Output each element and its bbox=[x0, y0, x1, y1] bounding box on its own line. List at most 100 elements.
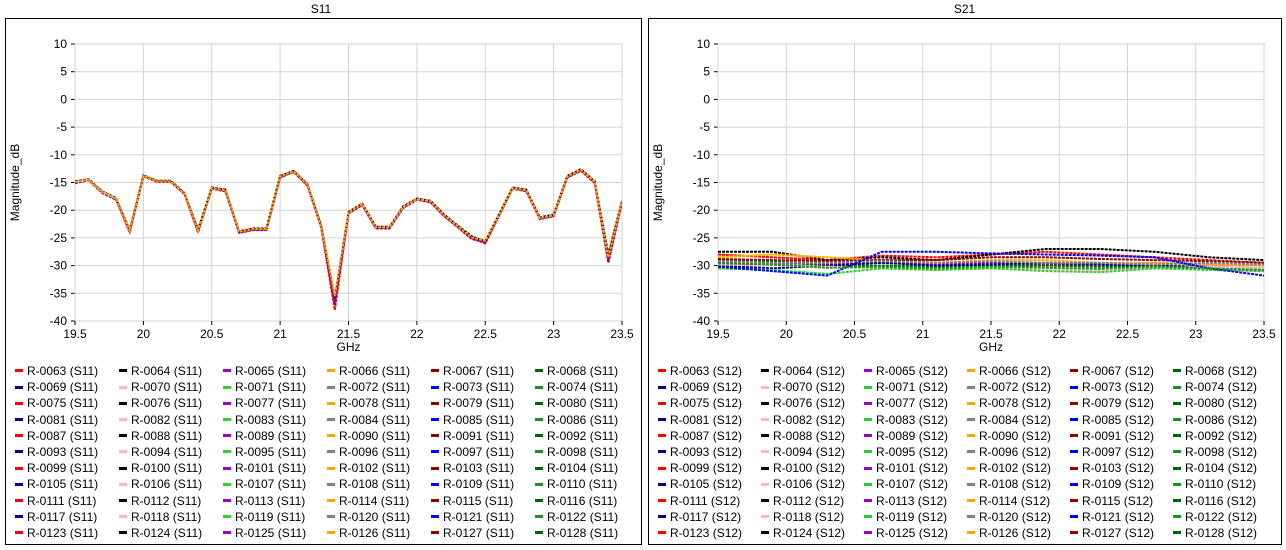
legend-item: R-0085 (S11) bbox=[431, 413, 514, 427]
legend-item: R-0086 (S11) bbox=[535, 413, 618, 427]
legend-label: R-0076 (S11) bbox=[131, 396, 203, 411]
legend-item: R-0119 (S11) bbox=[223, 510, 305, 524]
legend-swatch bbox=[431, 450, 439, 454]
legend-swatch bbox=[1173, 515, 1181, 519]
x-tick-label: 23.5 bbox=[1252, 327, 1276, 341]
y-tick-label: -35 bbox=[693, 286, 711, 300]
legend-swatch bbox=[327, 385, 335, 389]
legend-item: R-0110 (S12) bbox=[1173, 477, 1256, 491]
x-tick-label: 21.5 bbox=[979, 327, 1003, 341]
legend-item: R-0092 (S12) bbox=[1173, 429, 1257, 443]
x-tick-label: 22 bbox=[1053, 327, 1067, 341]
legend-item: R-0074 (S11) bbox=[535, 380, 618, 394]
legend-swatch bbox=[1070, 531, 1078, 535]
series-line bbox=[718, 262, 1264, 271]
legend-item: R-0072 (S12) bbox=[967, 380, 1051, 394]
chart-title-s11: S11 bbox=[310, 2, 332, 16]
legend-item: R-0080 (S11) bbox=[535, 396, 618, 410]
legend-swatch bbox=[15, 498, 23, 502]
legend-item: R-0070 (S11) bbox=[119, 380, 202, 394]
legend-swatch bbox=[223, 385, 231, 389]
legend-swatch bbox=[327, 417, 335, 421]
legend-item: R-0071 (S12) bbox=[864, 380, 948, 394]
legend-label: R-0119 (S12) bbox=[876, 509, 948, 524]
legend-swatch bbox=[223, 450, 231, 454]
legend-item: R-0122 (S11) bbox=[535, 510, 618, 524]
legend-swatch bbox=[535, 434, 543, 438]
legend-swatch bbox=[535, 385, 543, 389]
legend-item: R-0087 (S11) bbox=[15, 429, 98, 443]
y-tick-label: -40 bbox=[693, 314, 711, 328]
legend-label: R-0103 (S12) bbox=[1082, 461, 1155, 476]
legend-label: R-0081 (S12) bbox=[670, 412, 743, 427]
legend-label: R-0124 (S12) bbox=[773, 526, 846, 540]
y-tick-label: 5 bbox=[703, 65, 710, 79]
legend-label: R-0106 (S12) bbox=[773, 477, 846, 492]
legend-label: R-0117 (S12) bbox=[670, 509, 742, 524]
legend-swatch bbox=[431, 369, 439, 373]
legend-label: R-0073 (S12) bbox=[1082, 380, 1155, 395]
series-group bbox=[718, 248, 1264, 277]
legend-item: R-0104 (S11) bbox=[535, 461, 618, 475]
legend-label: R-0100 (S12) bbox=[773, 461, 846, 476]
legend-label: R-0085 (S11) bbox=[443, 412, 515, 427]
legend-item: R-0075 (S11) bbox=[15, 396, 98, 410]
legend-label: R-0073 (S11) bbox=[443, 380, 515, 395]
legend-item: R-0109 (S11) bbox=[431, 477, 514, 491]
legend-swatch bbox=[1070, 515, 1078, 519]
legend-swatch bbox=[1173, 482, 1181, 486]
legend-swatch bbox=[761, 417, 769, 421]
y-tick-label: -30 bbox=[50, 259, 68, 273]
legend-item: R-0079 (S11) bbox=[431, 396, 514, 410]
legend-item: R-0110 (S11) bbox=[535, 477, 617, 491]
x-tick-label: 20 bbox=[780, 327, 794, 341]
legend-item: R-0068 (S12) bbox=[1173, 364, 1257, 378]
legend-label: R-0085 (S12) bbox=[1082, 412, 1155, 427]
legend-label: R-0096 (S12) bbox=[979, 445, 1052, 459]
legend-item: R-0086 (S12) bbox=[1173, 413, 1257, 427]
legend-label: R-0075 (S11) bbox=[27, 396, 99, 411]
y-tick-label: -15 bbox=[50, 176, 68, 190]
legend-item: R-0122 (S12) bbox=[1173, 510, 1257, 524]
legend-item: R-0118 (S11) bbox=[119, 510, 201, 524]
legend-swatch bbox=[967, 531, 975, 535]
legend-swatch bbox=[119, 531, 127, 535]
legend-item: R-0096 (S11) bbox=[327, 445, 410, 459]
legend-swatch bbox=[1070, 385, 1078, 389]
x-tick-label: 22.5 bbox=[1116, 327, 1140, 341]
legend-swatch bbox=[327, 434, 335, 438]
legend-label: R-0121 (S11) bbox=[443, 509, 515, 524]
legend-label: R-0093 (S11) bbox=[27, 445, 99, 459]
legend-label: R-0118 (S11) bbox=[131, 509, 202, 524]
legend-item: R-0094 (S11) bbox=[119, 445, 202, 459]
legend-label: R-0100 (S11) bbox=[131, 461, 203, 476]
legend-item: R-0124 (S11) bbox=[119, 526, 202, 540]
x-tick-label: 21 bbox=[273, 327, 287, 341]
legend-swatch bbox=[1173, 369, 1181, 373]
legend-label: R-0072 (S12) bbox=[979, 380, 1052, 395]
x-tick-label: 21.5 bbox=[337, 327, 361, 341]
legend-swatch bbox=[535, 450, 543, 454]
legend-swatch bbox=[119, 434, 127, 438]
legend-swatch bbox=[761, 434, 769, 438]
legend-item: R-0123 (S12) bbox=[658, 526, 742, 540]
legend-item: R-0099 (S12) bbox=[658, 461, 742, 475]
y-tick-label: -20 bbox=[50, 203, 68, 217]
legend-label: R-0095 (S12) bbox=[876, 445, 949, 459]
legend-label: R-0077 (S12) bbox=[876, 396, 949, 411]
legend-item: R-0064 (S11) bbox=[119, 364, 202, 378]
x-tick-label: 21 bbox=[916, 327, 930, 341]
legend-swatch bbox=[327, 482, 335, 486]
legend-label: R-0103 (S11) bbox=[443, 461, 515, 476]
legend-swatch bbox=[15, 401, 23, 405]
legend-label: R-0105 (S12) bbox=[670, 477, 743, 492]
legend-item: R-0084 (S12) bbox=[967, 413, 1051, 427]
legend-swatch bbox=[119, 515, 127, 519]
legend-item: R-0063 (S12) bbox=[658, 364, 742, 378]
legend-label: R-0091 (S11) bbox=[443, 428, 515, 443]
legend-swatch bbox=[327, 515, 335, 519]
legend-label: R-0078 (S12) bbox=[979, 396, 1052, 411]
y-axis-label: Magnitude_dB bbox=[651, 144, 665, 221]
legend-swatch bbox=[1173, 531, 1181, 535]
